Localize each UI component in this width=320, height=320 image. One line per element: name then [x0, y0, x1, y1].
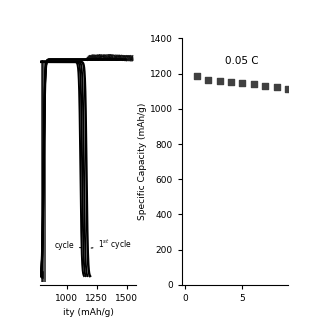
- Point: [263, 83, 268, 88]
- Text: $1^{st}$ cycle: $1^{st}$ cycle: [91, 238, 132, 252]
- Point: [194, 74, 199, 79]
- Point: [228, 79, 234, 84]
- Text: cycle: cycle: [54, 241, 81, 250]
- Point: [206, 77, 211, 82]
- Point: [285, 86, 291, 92]
- Point: [240, 80, 245, 85]
- X-axis label: ity (mAh/g): ity (mAh/g): [63, 308, 114, 317]
- Y-axis label: Specific Capacity (mAh/g): Specific Capacity (mAh/g): [138, 103, 147, 220]
- Point: [251, 81, 256, 86]
- Point: [217, 78, 222, 84]
- Point: [274, 85, 279, 90]
- Text: 0.05 C: 0.05 C: [225, 56, 259, 66]
